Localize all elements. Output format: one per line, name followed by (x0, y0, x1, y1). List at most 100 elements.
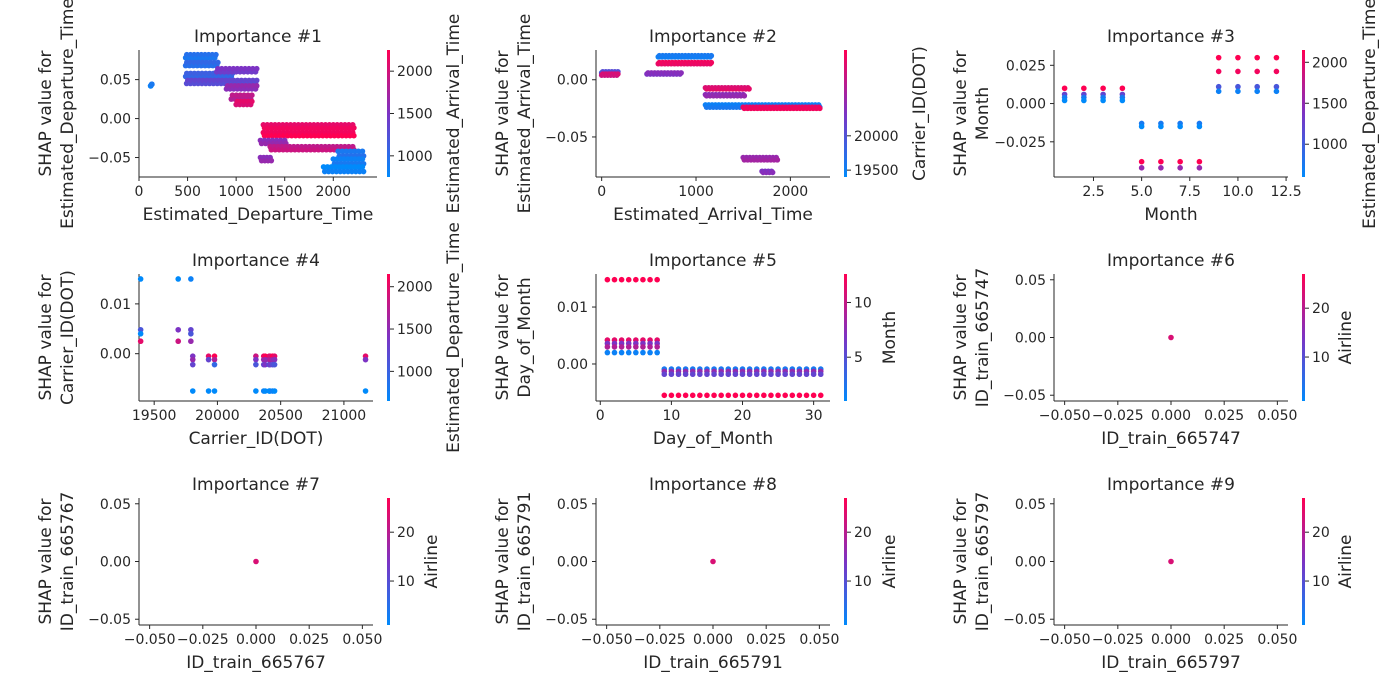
data-point (711, 392, 717, 399)
data-point (625, 349, 632, 356)
data-point (188, 326, 194, 333)
data-point (233, 92, 240, 98)
x-tick-label: 0.000 (1151, 632, 1191, 648)
data-point (249, 98, 255, 105)
data-point (775, 392, 781, 399)
x-tick-label: 0.025 (1204, 408, 1244, 424)
data-point (1177, 123, 1183, 130)
data-point (675, 392, 682, 399)
x-tick-label: 0.050 (799, 632, 839, 648)
y-axis-label-line: SHAP value for (493, 274, 513, 400)
x-axis-label: Day_of_Month (653, 429, 773, 449)
data-point (633, 276, 639, 283)
data-point (205, 356, 212, 363)
colorbar (1302, 274, 1305, 401)
data-point (189, 388, 196, 394)
data-point (725, 371, 732, 378)
data-point (697, 371, 703, 378)
data-point (625, 344, 632, 350)
data-point (188, 338, 194, 345)
data-point (329, 168, 336, 175)
x-axis-label: Estimated_Departure_Time (143, 205, 374, 225)
x-tick-label: 20000 (195, 408, 240, 424)
data-point (271, 356, 278, 363)
y-axis-label: SHAP value for Carrier_ID(DOT) (36, 270, 78, 405)
x-tick-label: 0.050 (342, 632, 382, 648)
data-point (351, 132, 357, 139)
colorbar-tick-label: 10 (854, 574, 872, 590)
data-point (682, 371, 689, 378)
x-tick-label: 0 (135, 184, 144, 200)
y-axis-label-line: Carrier_ID(DOT) (58, 270, 78, 405)
colorbar-tick-label: 20 (1312, 525, 1330, 541)
data-point (1196, 158, 1203, 165)
data-point (625, 276, 632, 283)
y-axis-label-line: SHAP value for (36, 498, 56, 624)
data-point (739, 392, 746, 399)
data-point (253, 65, 260, 72)
data-point (333, 168, 340, 175)
data-point (349, 168, 355, 175)
data-point (611, 349, 618, 356)
y-axis-label: SHAP value for ID_train_665767 (36, 492, 78, 632)
y-tick-label: 0.00 (1015, 555, 1046, 571)
y-axis-label: SHAP value for ID_train_665797 (951, 492, 993, 632)
data-point (347, 148, 354, 155)
data-point (359, 148, 366, 155)
data-point (1215, 54, 1222, 61)
y-tick-label: 0.00 (100, 112, 131, 128)
data-point (355, 164, 362, 170)
data-point (708, 52, 715, 59)
data-point (249, 92, 255, 98)
y-axis-label-line: SHAP value for (951, 50, 971, 176)
data-point (175, 276, 182, 282)
data-point (1168, 558, 1174, 565)
colorbar (387, 274, 390, 401)
data-point (1254, 68, 1260, 75)
data-point (1168, 334, 1174, 341)
data-point (1235, 54, 1241, 61)
x-tick-label: 0.050 (1257, 632, 1297, 648)
data-point (1138, 123, 1145, 130)
data-point (1061, 97, 1068, 104)
colorbar-tick-label: 19500 (854, 163, 899, 179)
data-point (1177, 165, 1183, 171)
x-axis-label: Estimated_Arrival_Time (613, 205, 813, 225)
data-point (775, 371, 781, 378)
data-point (1158, 158, 1164, 165)
colorbar (844, 50, 847, 177)
data-point (1100, 85, 1106, 92)
data-point (325, 168, 332, 175)
y-tick-label: 0.025 (1006, 58, 1046, 74)
x-tick-label: 0.025 (746, 632, 786, 648)
x-tick-label: 7.5 (1179, 184, 1201, 200)
data-point (362, 388, 369, 394)
chart-panel: Importance #5 0 10 20 30 0.01 0.00 Day_of_Month… (493, 251, 900, 449)
data-point (1138, 165, 1145, 171)
chart-panel: Importance #9−0.050 −0.025 0.000 0.025 0.050… (951, 475, 1356, 673)
data-point (789, 392, 796, 399)
data-point (718, 371, 724, 378)
colorbar (1302, 50, 1305, 177)
colorbar-tick-label: 1500 (397, 322, 433, 338)
chart-title: Importance #9 (1107, 475, 1235, 495)
y-tick-label: 0.01 (557, 300, 588, 316)
y-axis-label-line: Day_of_Month (515, 277, 535, 397)
x-tick-label: −0.050 (124, 632, 176, 648)
x-axis-label: ID_train_665797 (1101, 653, 1241, 673)
data-point (682, 392, 689, 399)
chart-title: Importance #7 (192, 475, 320, 495)
data-point (803, 371, 810, 378)
chart-panel: Importance #4 19500 20000 20500 21000 0.01 0.0… (36, 222, 464, 453)
colorbar-label: Estimated_Departure_Time (444, 222, 464, 453)
data-point (188, 330, 194, 337)
data-point (647, 349, 653, 356)
data-point (341, 168, 347, 175)
y-tick-label: 0.00 (100, 347, 131, 363)
y-axis-label-line: ID_train_665791 (515, 492, 535, 632)
y-axis-label-line: SHAP value for (36, 50, 56, 176)
scatter-points (598, 52, 823, 176)
data-point (211, 356, 218, 363)
y-tick-label: −0.05 (1003, 612, 1046, 628)
